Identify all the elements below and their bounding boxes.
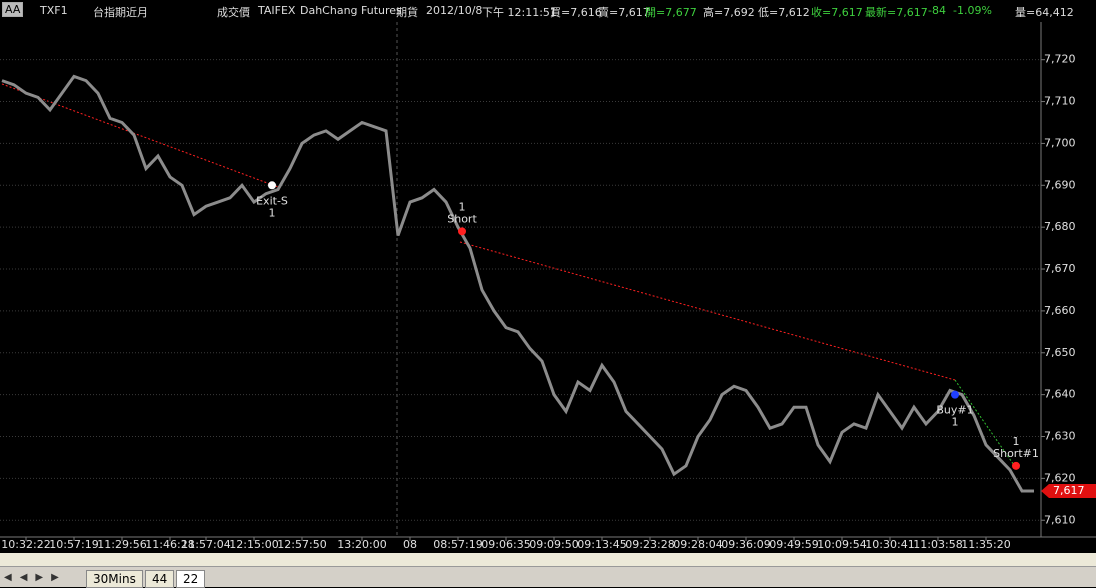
chart: 7,610 7,620 7,630 7,640 7,650 7,660 7,670 7,680… [0,22,1096,551]
low: 低=7,612 [758,6,810,19]
change-pct: -1.09% [953,4,992,17]
open: 開=7,677 [645,6,697,19]
field: 成交價 [217,6,250,19]
x-tick-label: 09:06:35 [481,538,530,551]
broker: DahChang Futures [300,4,402,17]
date: 2012/10/8 [426,4,483,17]
trade-marker [951,390,959,399]
trade-line [1,83,279,188]
y-tick-label: 7,660 [1044,304,1076,317]
trade-qty: 1 [952,416,959,429]
x-tick-label: 11:03:58 [913,538,962,551]
x-tick-label: 09:09:50 [529,538,578,551]
y-tick-label: 7,620 [1044,471,1076,484]
x-tick-label: 10:30:41 [865,538,914,551]
high: 高=7,692 [703,6,755,19]
trade-qty: 1 [269,206,276,219]
last: 最新=7,617 [865,6,928,19]
trade-label: Short#1 [993,447,1039,460]
x-tick-label: 08:57:19 [433,538,482,551]
x-tick-label: 08 [403,538,417,551]
market: 期貨 [396,6,418,19]
trade-line [459,241,956,381]
x-tick-label: 10:09:54 [817,538,866,551]
trade-marker [1012,461,1020,470]
ask: 賣=7,617 [598,6,650,19]
price-line [1,74,1034,493]
x-tick-label: 11:29:56 [97,538,146,551]
x-tick-label: 09:49:59 [769,538,818,551]
trade-marker [458,227,466,236]
sheet-tab[interactable]: 22 [176,570,206,588]
y-tick-label: 7,680 [1044,220,1076,233]
x-tick-label: 13:20:00 [337,538,386,551]
x-tick-label: 09:28:04 [673,538,722,551]
x-tick-label: 09:36:09 [721,538,770,551]
x-tick-label: 12:57:50 [277,538,326,551]
x-tick-label: 09:23:28 [625,538,674,551]
y-tick-label: 7,710 [1044,95,1076,108]
x-tick-label: 11:57:04 [181,538,230,551]
trade-marker [268,181,276,190]
volume: 量=64,412 [1015,6,1074,19]
y-tick-label: 7,670 [1044,262,1076,275]
trade-qty: 1 [1013,435,1020,448]
y-tick-label: 7,690 [1044,178,1076,191]
exchange: TAIFEX [258,4,296,17]
style-button[interactable]: AA [2,2,24,17]
last-price-tag [1041,483,1096,498]
y-tick-label: 7,650 [1044,346,1076,359]
y-tick-label: 7,720 [1044,53,1076,66]
change: -84 [928,4,946,17]
scrollbar[interactable] [0,553,1096,567]
y-tick-label: 7,640 [1044,388,1076,401]
last-price-label: 7,617 [1053,484,1085,497]
header: AA TXF1 台指期近月 成交價 TAIFEX DahChang Future… [0,0,1096,22]
y-tick-label: 7,700 [1044,136,1076,149]
nav-buttons[interactable]: ◀◀▶▶ [4,572,67,583]
sheet-tab[interactable]: 30Mins [86,570,143,588]
x-tick-label: 10:57:19 [49,538,98,551]
sheet-tab[interactable]: 44 [145,570,175,588]
x-tick-label: 11:46:28 [145,538,194,551]
time: 下午 12:11:51 [482,6,557,19]
bid: 買=7,616 [550,6,602,19]
y-tick-label: 7,610 [1044,513,1076,526]
trade-label: Buy#1 [936,404,973,417]
x-tick-label: 10:32:22 [1,538,50,551]
trade-label: Exit-S [256,194,288,207]
footer: ◀◀▶▶ 30Mins 44 22 [0,553,1096,588]
close: 收=7,617 [811,6,863,19]
trade-line [954,379,1017,469]
y-tick-label: 7,630 [1044,430,1076,443]
x-tick-label: 09:13:45 [577,538,626,551]
x-tick-label: 11:35:20 [961,538,1010,551]
trade-qty: 1 [459,200,466,213]
x-tick-label: 12:15:00 [229,538,278,551]
symbol: TXF1 [40,4,68,17]
symbol-name: 台指期近月 [93,6,148,19]
trade-label: Short [447,212,477,225]
